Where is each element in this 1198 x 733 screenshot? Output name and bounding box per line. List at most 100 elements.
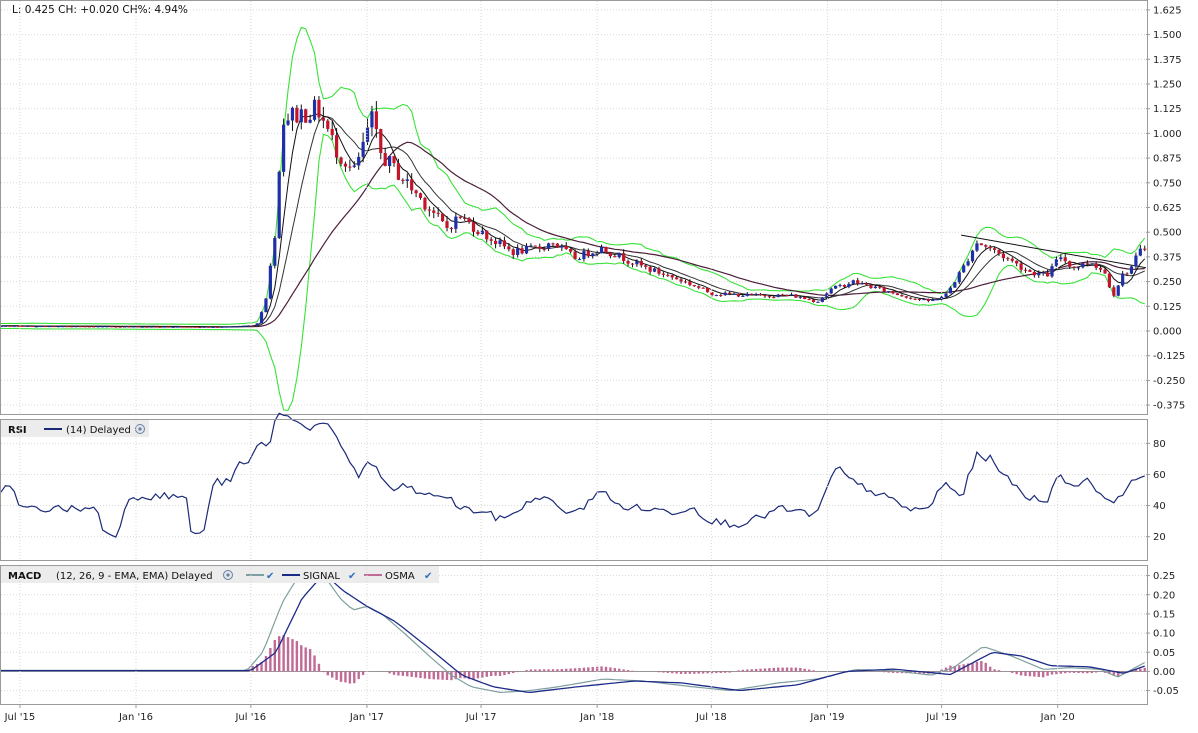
candle-body xyxy=(820,297,824,302)
candle-body xyxy=(873,286,877,289)
candle-body xyxy=(259,312,264,324)
osma-bar xyxy=(423,671,427,679)
candle-body xyxy=(909,297,913,299)
x-tick-label: Jan '17 xyxy=(349,712,384,723)
candle-body xyxy=(215,326,219,328)
candle-body xyxy=(206,326,211,328)
osma-bar xyxy=(688,671,692,674)
signal-line xyxy=(1,573,1145,693)
signal-visible-check-icon[interactable]: ✔ xyxy=(348,571,356,582)
candle-body xyxy=(763,294,767,297)
candle-body xyxy=(728,292,732,294)
candle-body xyxy=(176,326,180,328)
candle-body xyxy=(449,227,454,229)
osma-bar xyxy=(348,671,352,684)
candle-body xyxy=(282,124,286,172)
quote-readout: L: 0.425 CH: +0.020 CH%: 4.94% xyxy=(12,4,188,16)
rsi-panel[interactable]: 80 60 40 20 RSI (14) Delayed xyxy=(0,412,1166,561)
osma-bar xyxy=(295,641,299,672)
candle-body xyxy=(851,280,855,284)
rsi-panel-border xyxy=(0,419,1148,561)
macd-visible-check-icon[interactable]: ✔ xyxy=(266,571,274,582)
osma-visible-check-icon[interactable]: ✔ xyxy=(424,571,432,582)
osma-bar xyxy=(600,666,603,672)
osma-bar xyxy=(754,668,758,672)
osma-bar xyxy=(993,669,996,672)
candle-body xyxy=(538,246,542,249)
osma-bar xyxy=(551,669,555,672)
candle-body xyxy=(944,293,948,297)
osma-bar xyxy=(980,661,983,672)
candle-body xyxy=(1041,272,1045,274)
rsi-tick-label: 80 xyxy=(1153,439,1166,450)
osma-bar xyxy=(1103,671,1107,673)
candle-body xyxy=(136,326,140,328)
candle-body xyxy=(290,107,295,121)
osma-bar xyxy=(1117,671,1120,676)
macd-tick-label: 0.05 xyxy=(1153,648,1175,659)
osma-bar xyxy=(406,671,409,677)
candle-body xyxy=(1019,263,1023,270)
candle-body xyxy=(43,326,47,328)
osma-bar xyxy=(1134,669,1138,672)
osma-bar xyxy=(573,668,577,672)
candle-body xyxy=(1134,255,1138,267)
candle-body xyxy=(1028,270,1032,272)
osma-bar xyxy=(918,671,921,674)
price-tick-label: 0.250 xyxy=(1153,277,1182,288)
candle-body xyxy=(829,288,833,294)
candle-body xyxy=(785,295,789,297)
candle-body xyxy=(988,246,992,249)
candle-body xyxy=(781,294,785,296)
osma-bar xyxy=(291,639,294,672)
osma-bar xyxy=(565,668,568,672)
candle-body xyxy=(736,293,741,297)
osma-bar xyxy=(308,649,312,672)
osma-bar xyxy=(357,671,360,680)
candle-body xyxy=(604,246,608,253)
candle-body xyxy=(891,291,895,294)
candle-body xyxy=(273,237,277,266)
osma-bar xyxy=(1033,671,1036,677)
osma-bar xyxy=(1077,671,1080,674)
candle-body xyxy=(913,298,917,300)
macd-settings-icon[interactable] xyxy=(223,570,233,580)
osma-bar xyxy=(1041,671,1045,678)
candle-body xyxy=(917,298,922,300)
osma-bar xyxy=(887,671,890,673)
candle-body xyxy=(83,326,87,328)
candle-body xyxy=(21,325,25,327)
candle-body xyxy=(878,286,882,288)
candle-body xyxy=(811,299,816,303)
macd-panel[interactable]: 0.25 0.20 0.15 0.10 0.05 0.00 -0.05 MACD (12, … xyxy=(0,565,1179,705)
macd-panel-border xyxy=(0,565,1148,705)
candle-body xyxy=(246,325,250,327)
candle-body xyxy=(723,292,727,296)
candle-body xyxy=(599,246,604,253)
candle-body xyxy=(842,284,847,287)
candle-body xyxy=(109,326,113,328)
rsi-tick-label: 40 xyxy=(1153,501,1166,512)
osma-bar xyxy=(958,665,961,672)
candle-body xyxy=(335,135,339,158)
candle-body xyxy=(997,249,1001,254)
candle-body xyxy=(966,261,970,266)
price-panel[interactable]: 1.625 1.500 1.375 1.250 1.125 1.000 0.875 0.750… xyxy=(0,0,1185,415)
osma-bar xyxy=(693,671,696,674)
candle-body xyxy=(153,326,158,328)
candle-body xyxy=(114,326,118,328)
osma-bar xyxy=(966,663,970,672)
osma-bar xyxy=(746,669,749,672)
rsi-legend-label: RSI xyxy=(8,425,27,436)
candle-body xyxy=(193,326,197,328)
candle-body xyxy=(834,285,838,289)
osma-bar xyxy=(1059,671,1063,674)
candle-body xyxy=(498,240,502,245)
osma-bar xyxy=(556,669,559,672)
candle-body xyxy=(299,109,303,123)
candle-body xyxy=(1125,273,1129,275)
candle-body xyxy=(573,251,577,260)
rsi-settings-icon[interactable] xyxy=(135,424,145,434)
osma-bar xyxy=(772,667,775,672)
candle-body xyxy=(118,326,122,328)
